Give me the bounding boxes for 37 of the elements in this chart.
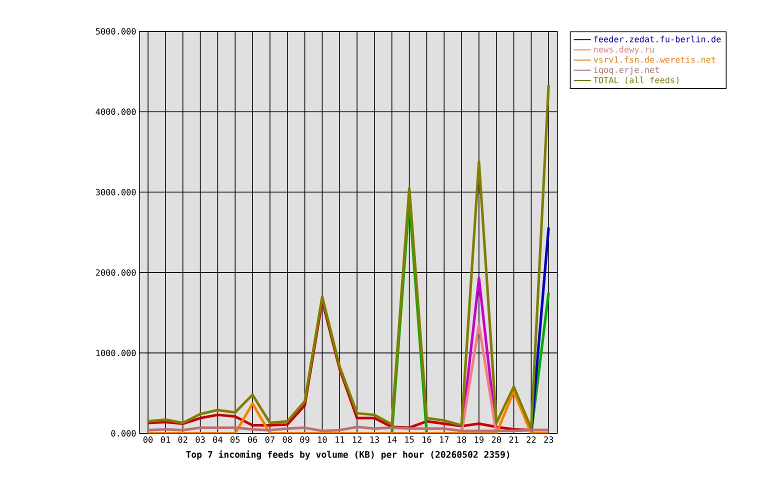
y-tick-label: 0.000 — [111, 430, 136, 437]
x-tick-label: 10 — [318, 436, 327, 443]
y-tick-label: 2000.000 — [96, 269, 136, 276]
legend-label: feeder.zedat.fu-berlin.de — [594, 36, 721, 42]
x-tick-label: 05 — [230, 436, 240, 443]
x-tick-label: 08 — [282, 436, 292, 443]
x-tick-label: 06 — [248, 436, 258, 443]
x-tick-label: 07 — [265, 436, 274, 443]
x-tick-label: 15 — [405, 436, 414, 443]
y-tick-label: 3000.000 — [96, 188, 136, 196]
x-tick-label: 09 — [300, 436, 310, 443]
x-tick-label: 01 — [160, 436, 170, 443]
x-tick-label: 23 — [544, 436, 554, 443]
x-tick-label: 04 — [213, 436, 222, 443]
x-tick-label: 19 — [474, 436, 484, 443]
x-tick-label: 20 — [492, 436, 501, 443]
legend-label: iqoq.erje.net — [594, 66, 659, 75]
x-tick-label: 21 — [509, 436, 518, 443]
text: Top 7 incoming feeds by volume (KB) per hour (20260502 2359) — [186, 450, 510, 460]
y-tick-label: 5000.000 — [96, 28, 136, 35]
line-series — [146, 84, 550, 430]
x-tick-label: 11 — [336, 436, 344, 443]
x-tick-label: 00 — [143, 436, 153, 443]
y-tick-label: 4000.000 — [96, 108, 136, 115]
x-tick-label: 14 — [388, 436, 397, 443]
x-tick-label: 17 — [440, 436, 449, 443]
x-tick-label: 03 — [196, 436, 205, 443]
x-tick-label: 02 — [178, 436, 188, 443]
x-tick-label: 22 — [526, 436, 536, 443]
x-tick-label: 18 — [457, 436, 466, 443]
x-tick-label: 12 — [352, 436, 362, 443]
x-tick-label: 16 — [422, 436, 432, 443]
x-tick-label: 13 — [370, 436, 379, 443]
y-tick-label: 1000.000 — [96, 350, 136, 356]
legend-label: news.dewy.ru — [594, 46, 654, 54]
legend-label: TOTAL (all feeds) — [593, 76, 678, 84]
legend-label: vsrv1.fsn.de.weretis.net — [594, 56, 716, 63]
